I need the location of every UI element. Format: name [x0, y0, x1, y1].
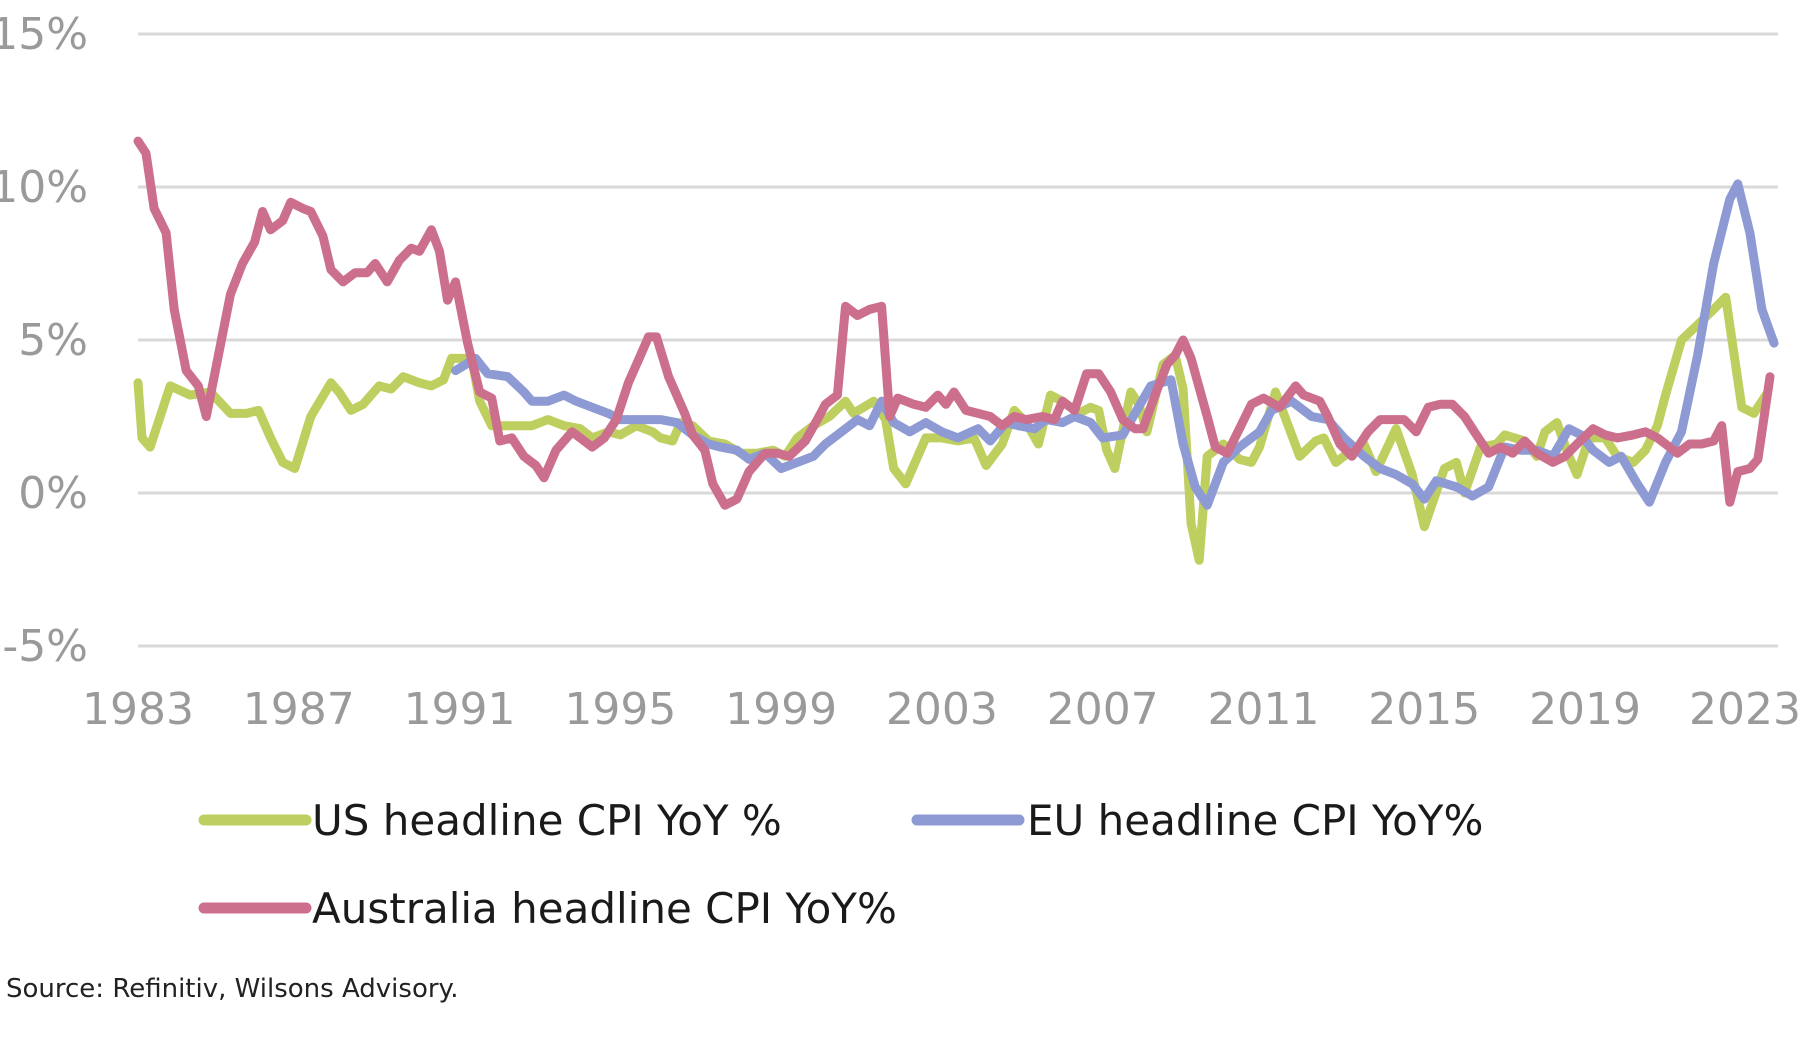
y-tick-label: 15%	[0, 9, 88, 60]
x-tick-label: 2011	[1207, 684, 1319, 735]
series-line-2	[451, 179, 1779, 510]
source-note: Source: Refinitiv, Wilsons Advisory.	[6, 974, 459, 1004]
x-tick-label: 1991	[404, 684, 516, 735]
series-line-1	[133, 292, 1771, 565]
x-tick-label: 1995	[564, 684, 676, 735]
x-axis-ticks: 1983 1987 1991 1995 1999 2003 2007 2011 2015 2019…	[82, 684, 1800, 735]
x-tick-label: 2007	[1047, 684, 1159, 735]
series-lines	[133, 136, 1779, 565]
y-tick-label: -5%	[2, 621, 88, 672]
x-tick-label: 2015	[1368, 684, 1480, 735]
x-tick-label: 2019	[1529, 684, 1641, 735]
x-tick-label: 2003	[886, 684, 998, 735]
series-line-3	[133, 136, 1775, 510]
x-tick-label: 1987	[243, 684, 355, 735]
legend-label-1: US headline CPI YoY %	[312, 796, 782, 845]
y-tick-label: 0%	[18, 468, 88, 519]
x-tick-label: 1983	[82, 684, 194, 735]
y-tick-label: 5%	[18, 315, 88, 366]
y-tick-label: 10%	[0, 162, 88, 213]
legend-label-3: Australia headline CPI YoY%	[312, 884, 897, 933]
gridlines	[138, 32, 1778, 648]
legend: US headline CPI YoY % EU headline CPI YoY…	[198, 796, 1483, 933]
x-tick-label: 2023	[1689, 684, 1800, 735]
x-tick-label: 1999	[725, 684, 837, 735]
y-axis-ticks: -5% 0% 5% 10% 15%	[0, 9, 88, 672]
legend-label-2: EU headline CPI YoY%	[1027, 796, 1483, 845]
